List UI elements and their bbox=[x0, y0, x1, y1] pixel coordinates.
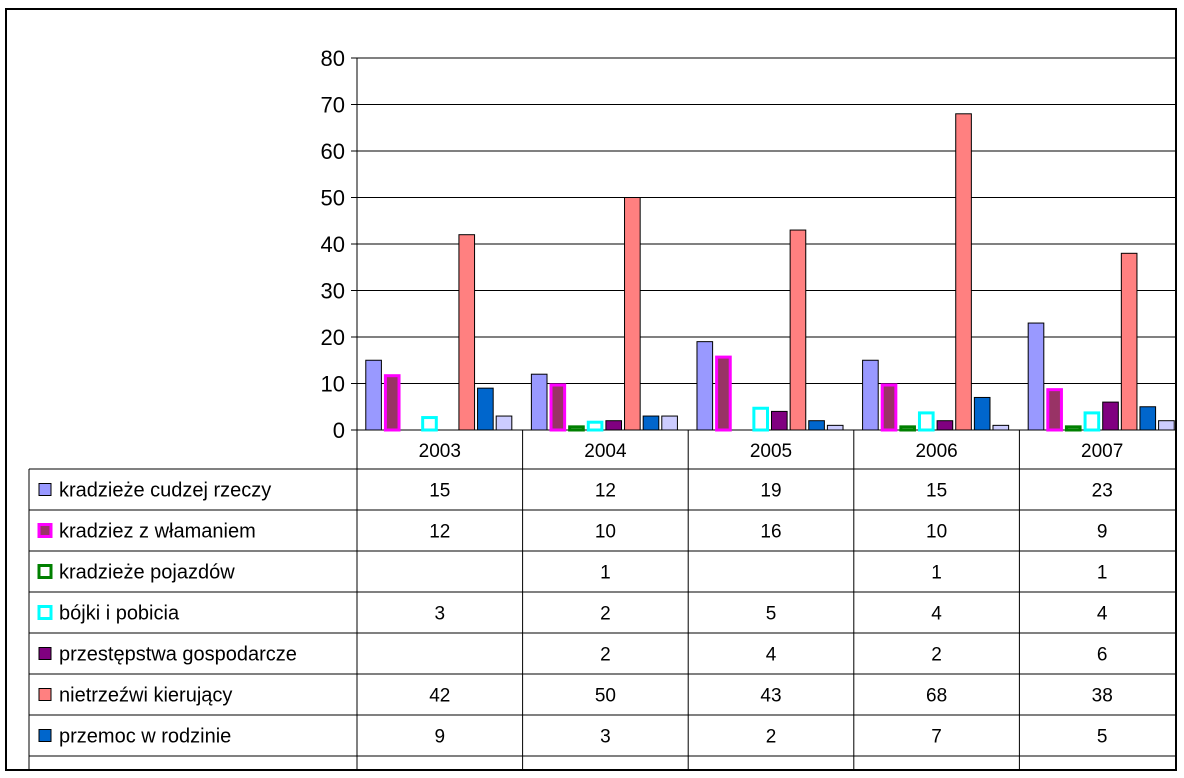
table-value: 2 bbox=[931, 645, 942, 666]
table-value: 7 bbox=[931, 727, 942, 748]
category-label: 2003 bbox=[419, 441, 461, 462]
y-tick-label: 80 bbox=[321, 46, 345, 71]
chart-frame: 0 10 20 30 40 50 60 70 80 2003 2004 2005 2006 2007 kra… bbox=[5, 8, 1177, 771]
bar bbox=[1027, 322, 1045, 431]
table-value: 2 bbox=[600, 604, 611, 625]
table-value: 5 bbox=[1097, 727, 1108, 748]
category-label: 2005 bbox=[750, 441, 792, 462]
bar bbox=[586, 420, 604, 432]
table-value: 12 bbox=[595, 481, 616, 502]
table-value: 43 bbox=[760, 686, 781, 707]
bar bbox=[1120, 252, 1138, 431]
bar bbox=[771, 410, 788, 431]
table-value: 1 bbox=[1097, 563, 1108, 584]
table-value: 5 bbox=[766, 604, 777, 625]
y-tick-label: 50 bbox=[321, 186, 345, 211]
category-label: 2004 bbox=[584, 441, 627, 462]
bar bbox=[495, 415, 513, 431]
bar bbox=[917, 411, 935, 432]
table-value: 38 bbox=[1092, 686, 1113, 707]
legend-key bbox=[38, 647, 52, 660]
legend-label: przemoc w rodzinie bbox=[59, 726, 231, 748]
y-tick-label: 10 bbox=[321, 372, 345, 397]
table-value: 9 bbox=[1097, 522, 1108, 543]
legend-label: kradziez z włamaniem bbox=[59, 521, 256, 543]
table-value: 50 bbox=[595, 686, 616, 707]
table-value: 3 bbox=[600, 727, 611, 748]
table-value: 4 bbox=[766, 645, 777, 666]
bar bbox=[936, 420, 954, 431]
table-value: 4 bbox=[1097, 604, 1108, 625]
table-value: 15 bbox=[926, 481, 947, 502]
bar bbox=[365, 359, 382, 431]
bar bbox=[1046, 388, 1063, 432]
bar bbox=[1083, 411, 1101, 432]
bar bbox=[789, 229, 807, 431]
legend-key bbox=[37, 564, 53, 579]
bar bbox=[992, 424, 1010, 431]
bar bbox=[826, 424, 844, 431]
table-value: 9 bbox=[435, 727, 446, 748]
bar bbox=[530, 373, 548, 431]
legend-key bbox=[38, 729, 52, 742]
table-value: 1 bbox=[931, 563, 942, 584]
legend-key bbox=[37, 523, 53, 538]
bar bbox=[605, 420, 623, 431]
bar bbox=[661, 415, 678, 431]
y-tick-label: 30 bbox=[321, 279, 345, 304]
y-tick-label: 40 bbox=[321, 232, 345, 257]
table-value: 4 bbox=[931, 604, 942, 625]
table-value: 10 bbox=[926, 522, 947, 543]
bar-chart: 0 10 20 30 40 50 60 70 80 2003 2004 2005 2006 2007 kra… bbox=[28, 46, 1175, 769]
y-tick-label: 20 bbox=[321, 325, 345, 350]
y-tick-label: 60 bbox=[321, 139, 345, 164]
table-value: 2 bbox=[600, 645, 611, 666]
bar bbox=[752, 406, 769, 432]
legend-key bbox=[37, 605, 53, 620]
bar bbox=[1102, 401, 1119, 431]
bar bbox=[624, 197, 641, 431]
y-tick-label: 70 bbox=[321, 93, 345, 118]
bar bbox=[458, 234, 476, 431]
bar bbox=[421, 416, 438, 432]
bar bbox=[696, 341, 714, 431]
table-value: 2 bbox=[766, 727, 777, 748]
table-value: 6 bbox=[1097, 645, 1108, 666]
bar bbox=[477, 387, 494, 431]
bar bbox=[1064, 425, 1082, 432]
table-value: 19 bbox=[760, 481, 781, 502]
legend-label: nietrzeźwi kierujący bbox=[59, 685, 232, 707]
bar bbox=[1158, 420, 1175, 431]
table-value: 42 bbox=[429, 686, 450, 707]
legend-label: kradzieże cudzej rzeczy bbox=[59, 480, 271, 502]
table-value: 16 bbox=[760, 522, 781, 543]
bar bbox=[549, 383, 567, 432]
category-label: 2006 bbox=[915, 441, 957, 462]
y-tick-label: 0 bbox=[333, 418, 345, 443]
bar bbox=[808, 420, 825, 431]
table-value: 10 bbox=[595, 522, 616, 543]
table-value: 23 bbox=[1092, 481, 1113, 502]
bar bbox=[1139, 406, 1157, 431]
bar bbox=[899, 425, 916, 432]
legend-label: kradzieże pojazdów bbox=[59, 562, 235, 584]
bar bbox=[973, 396, 991, 431]
bar bbox=[862, 359, 879, 431]
bar bbox=[568, 425, 585, 432]
table-value: 15 bbox=[429, 481, 450, 502]
bar bbox=[955, 113, 972, 431]
bar bbox=[642, 415, 660, 431]
legend-key bbox=[38, 688, 52, 701]
category-label: 2007 bbox=[1081, 441, 1123, 462]
table-value: 3 bbox=[435, 604, 446, 625]
legend-label: przestępstwa gospodarcze bbox=[59, 644, 297, 666]
table-value: 12 bbox=[429, 522, 450, 543]
bar bbox=[383, 374, 401, 432]
bar bbox=[715, 355, 732, 432]
legend-label: bójki i pobicia bbox=[59, 603, 180, 625]
table-value: 1 bbox=[600, 563, 611, 584]
table-value: 68 bbox=[926, 686, 947, 707]
legend-key bbox=[38, 483, 52, 496]
bar bbox=[880, 383, 898, 432]
